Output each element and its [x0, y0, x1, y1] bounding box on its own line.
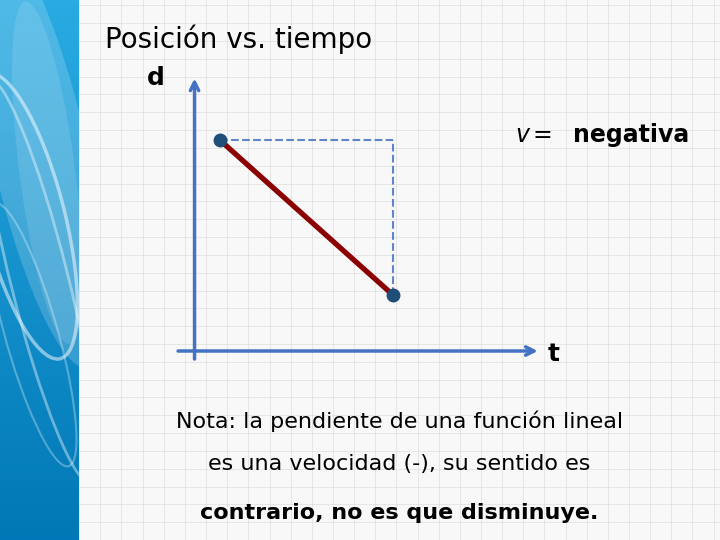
Ellipse shape	[12, 2, 83, 344]
Text: t: t	[547, 342, 559, 366]
Text: negativa: negativa	[572, 123, 689, 147]
Text: es una velocidad (-), su sentido es: es una velocidad (-), su sentido es	[208, 454, 591, 475]
Text: $v\,$=: $v\,$=	[515, 123, 552, 147]
Ellipse shape	[0, 0, 107, 368]
Text: contrario, no es que disminuye.: contrario, no es que disminuye.	[200, 503, 599, 523]
Text: Posición vs. tiempo: Posición vs. tiempo	[105, 24, 372, 54]
Text: d: d	[147, 66, 165, 90]
Text: Nota: la pendiente de una función lineal: Nota: la pendiente de una función lineal	[176, 410, 624, 432]
